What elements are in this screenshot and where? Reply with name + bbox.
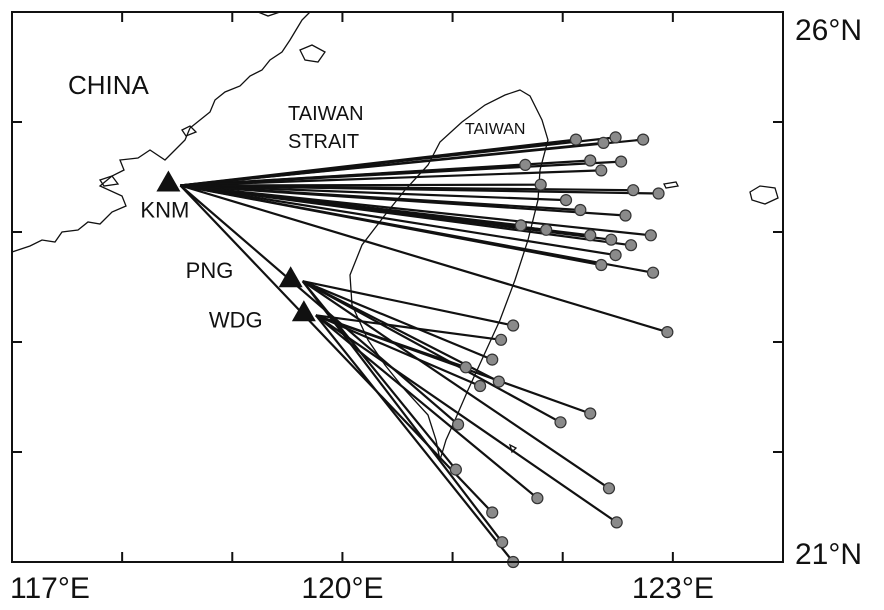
ray-path [301,280,457,471]
china-islands [98,11,326,187]
ray-path [301,280,504,543]
event [519,158,532,171]
ray-path [179,184,459,426]
event [644,229,657,242]
event [559,194,573,207]
ray-path [180,184,651,237]
event [661,326,674,339]
ray-path [180,160,622,187]
station-label: KNM [140,198,189,223]
ray-path [180,184,616,257]
event [569,133,583,146]
event [595,258,608,272]
event [486,353,499,366]
event [624,239,638,252]
event [451,418,465,431]
event [609,131,622,144]
event [459,361,472,374]
event [531,492,544,505]
china-coast [11,11,311,253]
ray-path [180,184,626,217]
event [627,184,640,197]
event [637,133,650,146]
event [614,155,628,168]
ray-paths [179,136,668,563]
event [492,375,505,388]
ray-path [302,280,514,327]
event [646,266,660,279]
event [514,219,527,232]
marks [156,131,674,569]
ray-path [315,314,618,524]
lon-label: 117°E [10,572,90,605]
ray-path [315,314,502,341]
station [278,266,303,288]
station [291,300,316,322]
event [602,482,616,495]
ray-path [315,314,591,415]
event [597,136,610,149]
islands-east [508,181,779,454]
ray-path [180,138,644,187]
ray-path [180,184,659,195]
event [540,223,553,236]
region-label: CHINA [68,70,150,100]
station [156,170,181,192]
event [605,233,618,246]
ray-path [179,184,494,514]
event [474,379,487,393]
ray-path [302,280,610,490]
event [496,536,509,549]
lon-label: 123°E [632,572,714,605]
event [534,178,547,191]
event [507,319,520,332]
ray-path [180,184,567,202]
ray-path [180,184,668,334]
ray-path [180,169,602,187]
station-label: WDG [209,307,263,332]
ray-path [180,184,654,274]
region-label: TAIWAN [288,103,364,125]
station-label: PNG [186,258,234,283]
event [574,203,587,217]
event [584,154,597,167]
ray-path [302,280,493,361]
event [610,516,623,529]
event [595,164,608,177]
ray-path [302,280,562,424]
lat-label: 21°N [795,538,862,571]
map-frame [11,11,784,563]
event [494,333,508,346]
event [652,187,665,200]
ray-path [315,314,515,563]
region-label: STRAIT [288,131,359,153]
event [554,416,567,429]
event [619,209,632,222]
ray-path [180,183,541,187]
event [449,463,462,476]
lat-label: 26°N [795,14,862,47]
ray-path [180,184,632,247]
region-label: TAIWAN [465,121,525,138]
event [584,407,597,420]
event [609,249,622,262]
event [584,229,597,242]
event [486,506,499,519]
lon-label: 120°E [301,572,383,605]
